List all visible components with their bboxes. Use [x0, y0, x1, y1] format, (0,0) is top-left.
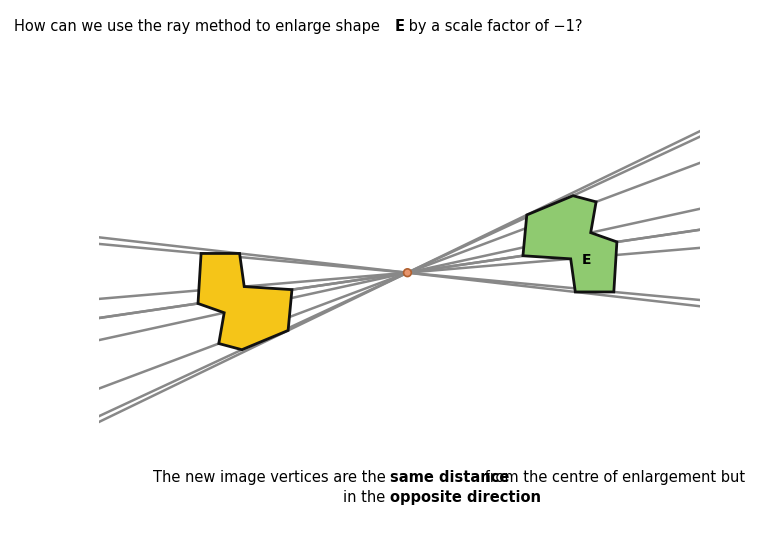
Text: from the centre of enlargement but: from the centre of enlargement but [480, 470, 745, 485]
Text: by a scale factor of −1?: by a scale factor of −1? [404, 19, 583, 34]
Text: same distance: same distance [390, 470, 509, 485]
Text: The new image vertices are the: The new image vertices are the [153, 470, 390, 485]
Text: How can we use the ray method to enlarge shape: How can we use the ray method to enlarge… [14, 19, 385, 34]
Text: opposite direction: opposite direction [390, 490, 541, 505]
Text: E: E [581, 253, 590, 267]
Polygon shape [198, 253, 292, 350]
Text: .: . [505, 490, 515, 505]
Text: in the: in the [343, 490, 390, 505]
Text: E: E [395, 19, 405, 34]
Circle shape [403, 269, 411, 276]
Polygon shape [523, 195, 617, 292]
